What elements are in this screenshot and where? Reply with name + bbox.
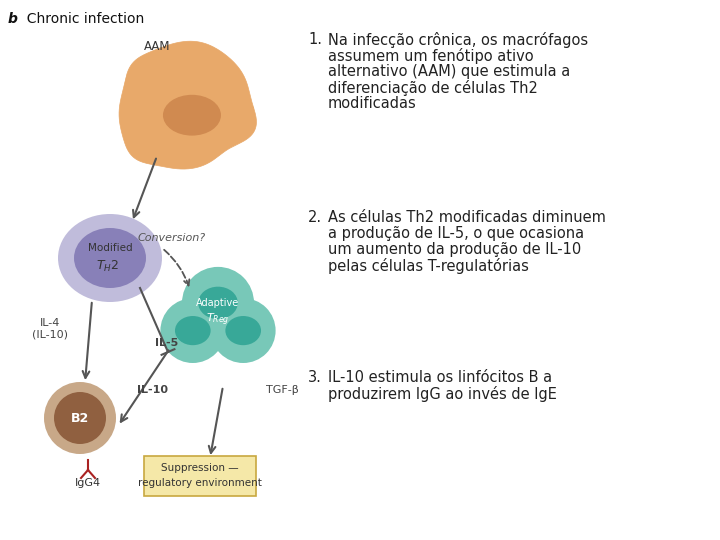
Ellipse shape	[44, 382, 116, 454]
Text: a produção de IL-5, o que ocasiona: a produção de IL-5, o que ocasiona	[328, 226, 584, 241]
Text: IL-5: IL-5	[155, 338, 179, 348]
Circle shape	[182, 267, 254, 339]
Text: B2: B2	[71, 411, 89, 424]
Text: pelas células T-regulatórias: pelas células T-regulatórias	[328, 258, 529, 274]
Text: 3.: 3.	[308, 370, 322, 385]
Text: 2.: 2.	[308, 210, 322, 225]
Text: Suppression —: Suppression —	[161, 463, 239, 473]
Text: IL-10: IL-10	[137, 385, 168, 395]
Text: IL-10 estimula os linfócitos B a: IL-10 estimula os linfócitos B a	[328, 370, 552, 385]
Text: IL-4
(IL-10): IL-4 (IL-10)	[32, 318, 68, 340]
Ellipse shape	[225, 316, 261, 345]
Text: Chronic infection: Chronic infection	[18, 12, 144, 26]
Text: diferenciação de células Th2: diferenciação de células Th2	[328, 80, 538, 96]
Ellipse shape	[74, 228, 146, 288]
Text: TGF-β: TGF-β	[266, 385, 299, 395]
Ellipse shape	[163, 95, 221, 136]
Text: $T_{H}2$: $T_{H}2$	[96, 259, 120, 274]
Text: produzirem IgG ao invés de IgE: produzirem IgG ao invés de IgE	[328, 386, 557, 402]
Text: b: b	[8, 12, 18, 26]
FancyBboxPatch shape	[144, 456, 256, 496]
Text: As células Th2 modificadas diminuem: As células Th2 modificadas diminuem	[328, 210, 606, 225]
Text: Adaptive: Adaptive	[197, 298, 240, 308]
Text: um aumento da produção de IL-10: um aumento da produção de IL-10	[328, 242, 581, 257]
Text: modificadas: modificadas	[328, 96, 417, 111]
Text: Modified: Modified	[88, 243, 132, 253]
Ellipse shape	[54, 392, 106, 444]
Ellipse shape	[58, 214, 162, 302]
Text: IgG4: IgG4	[75, 478, 101, 488]
Circle shape	[211, 298, 276, 363]
Text: AAM: AAM	[144, 39, 170, 52]
Ellipse shape	[175, 316, 211, 345]
Text: 1.: 1.	[308, 32, 322, 47]
Text: alternativo (AAM) que estimula a: alternativo (AAM) que estimula a	[328, 64, 570, 79]
Text: regulatory environment: regulatory environment	[138, 478, 262, 488]
Text: Conversion?: Conversion?	[138, 233, 206, 243]
Circle shape	[161, 298, 225, 363]
Ellipse shape	[198, 287, 238, 319]
Text: assumem um fenótipo ativo: assumem um fenótipo ativo	[328, 48, 534, 64]
Text: $T_{Reg}$: $T_{Reg}$	[206, 312, 230, 328]
Text: Na infecção crônica, os macrófagos: Na infecção crônica, os macrófagos	[328, 32, 588, 48]
Polygon shape	[119, 41, 256, 169]
